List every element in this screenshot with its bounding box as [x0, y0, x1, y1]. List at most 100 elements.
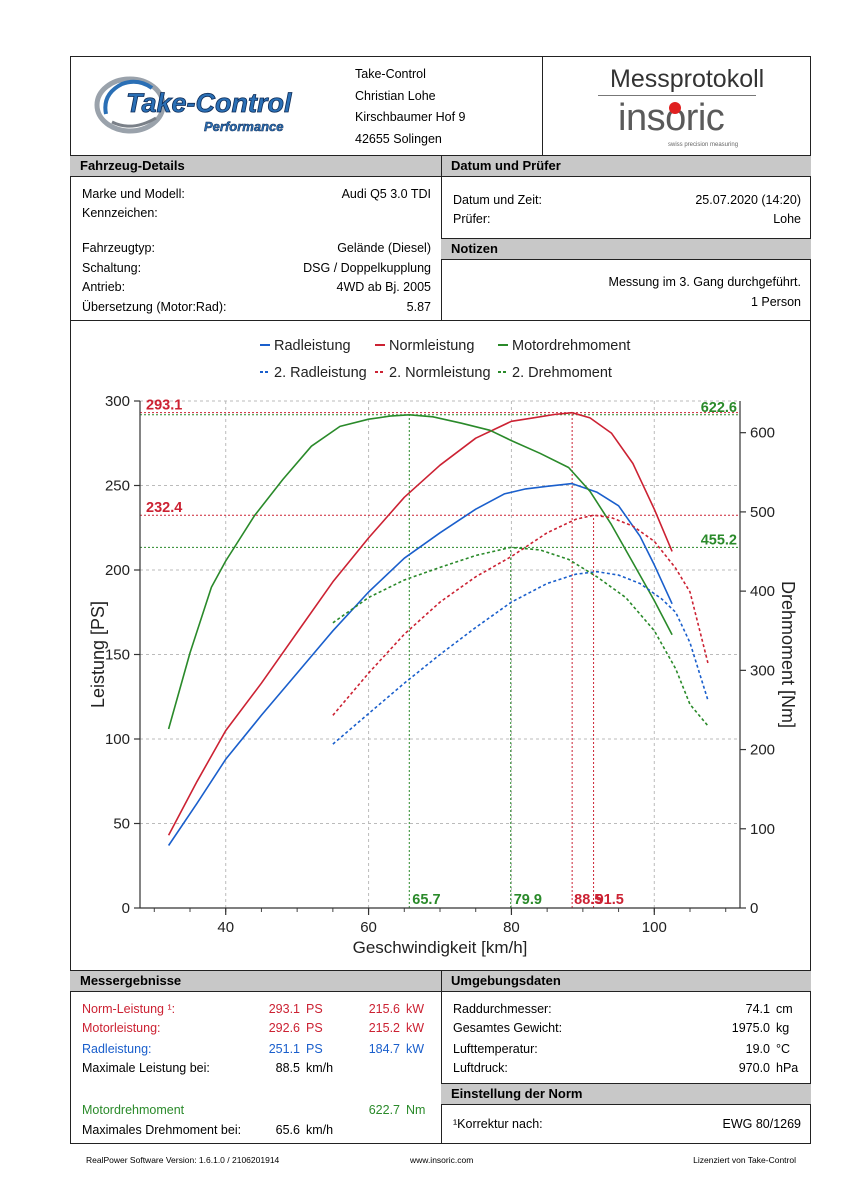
wheel-power-label: Radleistung: — [82, 1042, 152, 1056]
torque-value: 622.7 — [368, 1103, 400, 1117]
x-tick-label: 40 — [217, 919, 234, 936]
y2-axis-title: Drehmoment [Nm] — [778, 581, 798, 728]
date-value: 25.07.2020 (14:20) — [695, 193, 801, 207]
max-torque-label: Maximales Drehmoment bei: — [82, 1123, 242, 1137]
results-section-header: Messergebnisse — [70, 970, 442, 992]
y-tick-label: 50 — [113, 816, 130, 833]
vehicle-label: Schaltung: — [82, 261, 142, 275]
norm-label: ¹Korrektur nach: — [453, 1117, 543, 1131]
vehicle-section-header: Fahrzeug-Details — [70, 155, 442, 177]
norm-power-label: Norm-Leistung ¹: — [82, 1002, 176, 1016]
date-value: Lohe — [773, 212, 801, 226]
notes-section-header: Notizen — [441, 238, 811, 260]
series-line — [167, 414, 673, 730]
legend-entry: Radleistung — [274, 338, 351, 354]
env-unit: cm — [776, 1002, 793, 1016]
max-power-speed: 88.5 — [275, 1061, 300, 1075]
series-line — [332, 570, 709, 745]
torque-speed-label: 65.7 — [412, 892, 440, 908]
motor-power-label: Motorleistung: — [82, 1021, 161, 1035]
y2-tick-label: 100 — [750, 821, 775, 838]
y-tick-label: 200 — [105, 562, 130, 579]
env-value: 19.0 — [745, 1042, 770, 1056]
vehicle-label: Fahrzeugtyp: — [82, 241, 155, 255]
motor-power-kw: 215.2 — [368, 1021, 400, 1035]
env-label: Gesamtes Gewicht: — [453, 1021, 563, 1035]
power-speed-label: 88.5 — [574, 892, 602, 908]
series-line — [332, 514, 709, 716]
chart-reference-lines — [140, 412, 740, 908]
chart-series — [167, 411, 709, 846]
series-line — [167, 411, 673, 836]
series-line — [167, 482, 673, 846]
vehicle-value: 5.87 — [406, 300, 431, 314]
env-value: 74.1 — [745, 1002, 770, 1016]
ps-unit: PS — [306, 1002, 323, 1016]
max-norm-label: 293.1 — [146, 398, 182, 414]
legend-entry: Motordrehmoment — [512, 338, 630, 354]
vehicle-label: Marke und Modell: — [82, 187, 185, 201]
chart-annotations: 293.1 232.4 622.6 455.2 65.7 79.9 88.591.5 — [146, 398, 737, 908]
env-unit: hPa — [776, 1061, 799, 1075]
vehicle-value: Audi Q5 3.0 TDI — [341, 187, 431, 201]
wheel-power-kw: 184.7 — [368, 1042, 400, 1056]
max-norm2-label: 232.4 — [146, 500, 182, 516]
company-line: Take-Control — [355, 67, 426, 81]
legend-entry: Normleistung — [389, 338, 474, 354]
company-line: Christian Lohe — [355, 89, 436, 103]
kw-unit: kW — [406, 1042, 425, 1056]
ps-unit: PS — [306, 1042, 323, 1056]
speed-unit: km/h — [306, 1061, 334, 1075]
date-label: Prüfer: — [453, 212, 491, 226]
company-line: 42655 Solingen — [355, 132, 442, 146]
vehicle-value: 4WD ab Bj. 2005 — [336, 280, 432, 294]
y-tick-label: 250 — [105, 478, 130, 495]
y-tick-label: 100 — [105, 731, 130, 748]
vehicle-label: Antrieb: — [82, 280, 126, 294]
insoric-dot-icon — [669, 102, 681, 114]
title-rule — [598, 95, 756, 96]
max-torque-speed: 65.6 — [275, 1123, 300, 1137]
env-unit: kg — [776, 1021, 790, 1035]
kw-unit: kW — [406, 1002, 425, 1016]
y-tick-label: 300 — [105, 393, 130, 410]
header-divider — [542, 56, 543, 156]
legend-entry: 2. Radleistung — [274, 365, 367, 381]
norm-section-header: Einstellung der Norm — [441, 1083, 811, 1105]
environment-section-header: Umgebungsdaten — [441, 970, 811, 992]
env-unit: °C — [776, 1042, 791, 1056]
x-tick-label: 100 — [642, 919, 667, 936]
power2-speed-label: 91.5 — [596, 892, 624, 908]
env-label: Luftdruck: — [453, 1061, 508, 1075]
legend-entry: 2. Normleistung — [389, 365, 491, 381]
torque2-speed-label: 79.9 — [514, 892, 542, 908]
chart-legend: Radleistung Normleistung Motordrehmoment 2.… — [260, 338, 630, 381]
env-value: 1975.0 — [731, 1021, 770, 1035]
env-value: 970.0 — [738, 1061, 770, 1075]
footer-license: Lizenziert von Take-Control — [693, 1155, 796, 1165]
y2-tick-label: 200 — [750, 742, 775, 759]
norm-power-ps: 293.1 — [268, 1002, 300, 1016]
logo-text-bottom: Performance — [204, 119, 283, 134]
series-line — [332, 546, 709, 727]
vehicle-label: Übersetzung (Motor:Rad): — [82, 300, 227, 314]
wheel-power-ps: 251.1 — [268, 1042, 300, 1056]
env-label: Lufttemperatur: — [453, 1042, 538, 1056]
env-label: Raddurchmesser: — [453, 1002, 552, 1016]
date-section-header: Datum und Prüfer — [441, 155, 811, 177]
logo-text-top: Take-Control — [126, 88, 292, 118]
max-torque2-label: 455.2 — [701, 532, 737, 548]
norm-power-kw: 215.6 — [368, 1002, 400, 1016]
vehicle-value: Gelände (Diesel) — [337, 241, 431, 255]
y-tick-label: 150 — [105, 647, 130, 664]
footer-website-link[interactable]: www.insoric.com — [410, 1155, 474, 1165]
kw-unit: kW — [406, 1021, 425, 1035]
y2-tick-label: 0 — [750, 900, 758, 917]
y-tick-label: 0 — [122, 900, 130, 917]
chart-top-border — [70, 320, 811, 321]
vehicle-value: DSG / Doppelkupplung — [303, 261, 431, 275]
vehicle-label: Kennzeichen: — [82, 206, 158, 220]
notes-line: 1 Person — [750, 295, 801, 309]
y2-tick-label: 400 — [750, 583, 775, 600]
chart-axes: 40 60 80 100 0 50 100 150 200 250 300 0 100 200 300 400… — [88, 393, 798, 957]
